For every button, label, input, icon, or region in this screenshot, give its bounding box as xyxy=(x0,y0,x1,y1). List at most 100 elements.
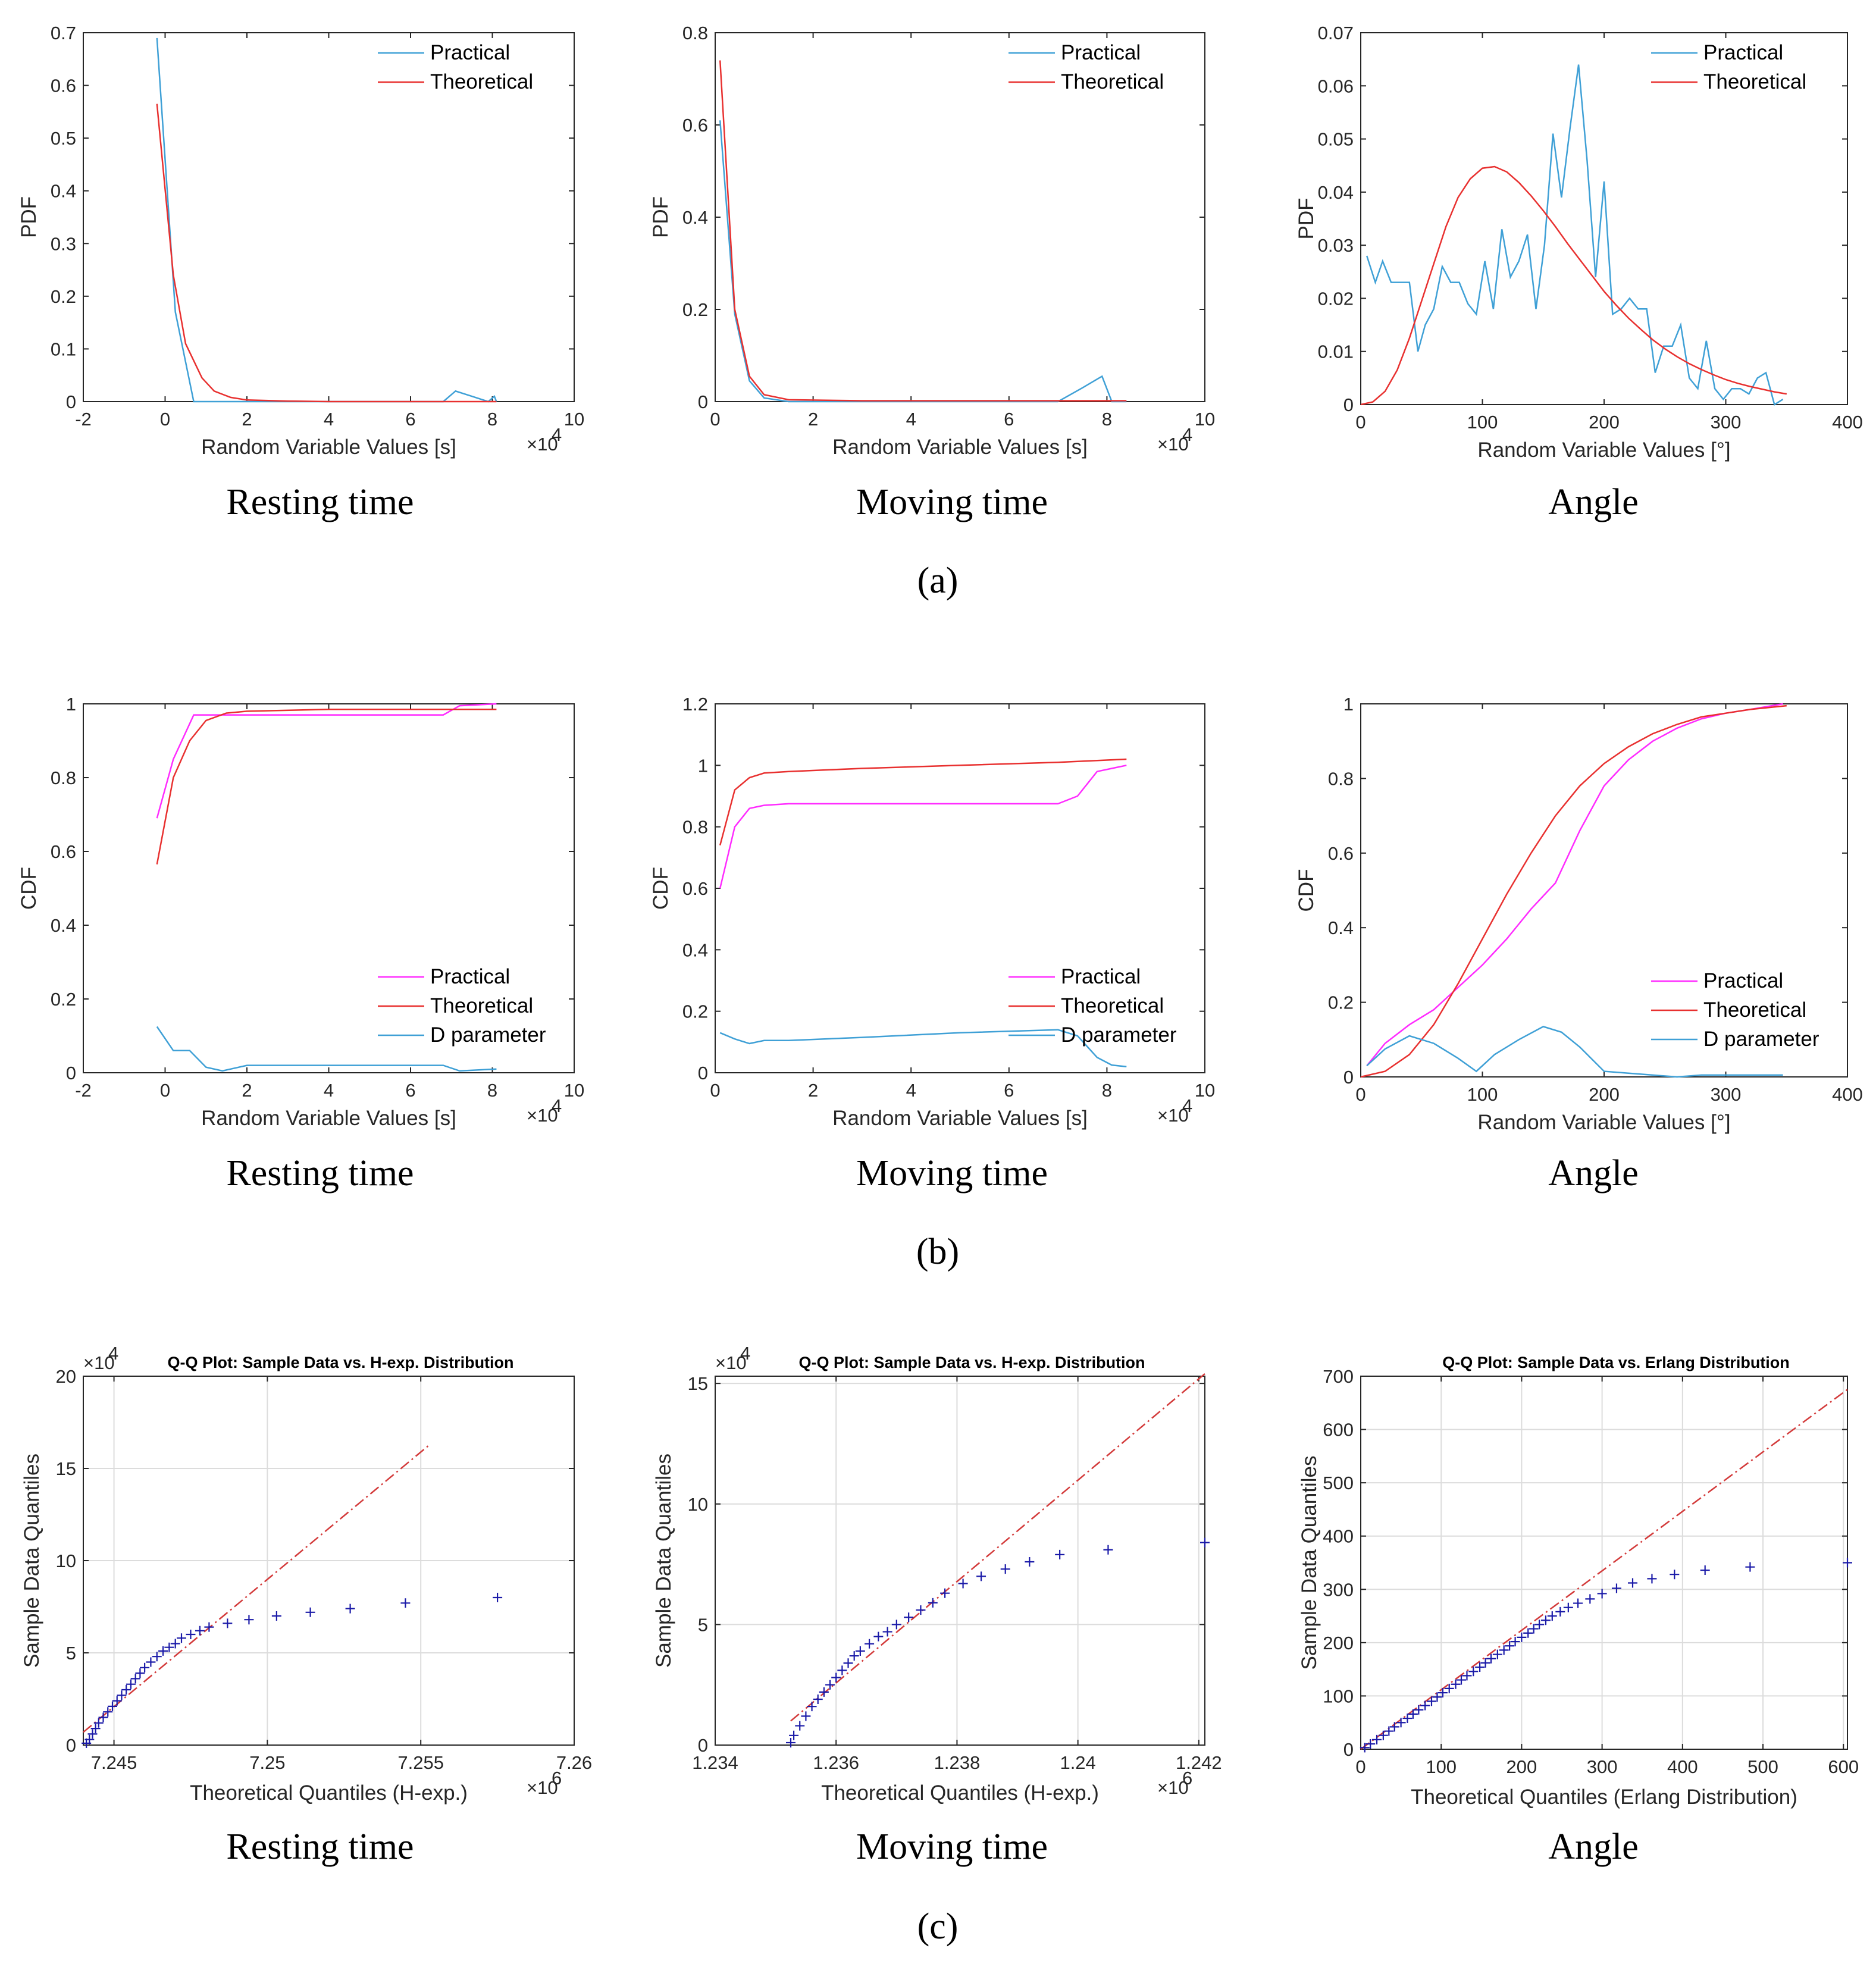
panel-letter-a: (a) xyxy=(917,560,959,601)
x-axis-label: Random Variable Values [°] xyxy=(1477,438,1730,462)
x-axis-exponent: 6 xyxy=(1182,1768,1192,1789)
qq-point xyxy=(345,1603,355,1614)
qq-point xyxy=(1432,1692,1442,1702)
legend-label-d-parameter: D parameter xyxy=(1703,1028,1819,1051)
qq-point xyxy=(1486,1653,1496,1664)
qq-point xyxy=(1396,1718,1406,1728)
x-tick-label: 0 xyxy=(1355,1084,1365,1105)
series-line-theoretical xyxy=(156,709,497,865)
caption-moving-c: Moving time xyxy=(856,1827,1048,1867)
x-axis-multiplier: ×10 xyxy=(1157,434,1189,455)
qq-point xyxy=(1523,1628,1533,1638)
qq-point xyxy=(1378,1730,1388,1740)
y-axis-label: CDF xyxy=(1295,869,1318,912)
y-tick-label: 0.4 xyxy=(682,207,708,228)
qq-point xyxy=(1563,1602,1573,1612)
qq-point xyxy=(140,1662,150,1672)
x-tick-label: 500 xyxy=(1747,1756,1778,1777)
qq-point xyxy=(1426,1696,1436,1706)
qq-point xyxy=(244,1615,254,1625)
legend-label-theoretical: Theoretical xyxy=(1703,70,1806,93)
qq-point xyxy=(1414,1705,1424,1715)
qq-point xyxy=(1437,1688,1448,1698)
y-tick-label: 0.01 xyxy=(1318,342,1354,362)
y-tick-label: 0.8 xyxy=(682,23,708,43)
qq-point xyxy=(87,1729,98,1739)
qq-point xyxy=(825,1680,835,1690)
y-tick-label: 0 xyxy=(66,1063,76,1083)
caption-resting-a: Resting time xyxy=(226,482,414,522)
plot-area xyxy=(715,704,1205,1073)
y-axis-label: PDF xyxy=(1295,198,1318,240)
qq-point xyxy=(177,1633,186,1643)
qq-point xyxy=(873,1631,884,1642)
y-tick-label: 5 xyxy=(698,1614,708,1635)
qq-point xyxy=(819,1687,829,1697)
y-tick-label: 700 xyxy=(1323,1366,1354,1387)
qq-point xyxy=(400,1598,411,1608)
y-tick-label: 0.3 xyxy=(51,233,76,254)
y-tick-label: 0 xyxy=(698,1063,708,1083)
legend-label-practical: Practical xyxy=(1061,41,1141,64)
y-axis-label: Sample Data Quantiles xyxy=(20,1454,43,1668)
qq-point xyxy=(837,1665,847,1675)
x-tick-label: 300 xyxy=(1711,1084,1742,1105)
chart-title: Q-Q Plot: Sample Data vs. H-exp. Distrib… xyxy=(798,1354,1145,1371)
x-tick-label: 10 xyxy=(1195,1080,1215,1101)
x-axis-label: Random Variable Values [s] xyxy=(201,1107,456,1130)
x-tick-label: 8 xyxy=(1102,1080,1112,1101)
qq-point xyxy=(1670,1570,1680,1580)
x-tick-label: 7.245 xyxy=(91,1752,137,1773)
qq-point xyxy=(1200,1537,1210,1548)
x-axis-exponent: 4 xyxy=(1182,424,1192,445)
qq-point xyxy=(976,1571,986,1581)
y-tick-label: 0.7 xyxy=(51,23,76,43)
qq-point xyxy=(1597,1589,1607,1599)
y-axis-label: PDF xyxy=(649,196,672,238)
y-tick-label: 0.4 xyxy=(682,939,708,960)
panel-letter-c: (c) xyxy=(917,1906,959,1947)
qq-point xyxy=(1505,1641,1515,1651)
x-tick-label: 300 xyxy=(1587,1756,1618,1777)
chart-qq-moving: 1.234 1.236 1.238 1.24 1.242051015×106×104Th… xyxy=(652,1343,1222,1805)
qq-point xyxy=(1585,1594,1595,1604)
y-tick-label: 0.04 xyxy=(1318,182,1354,203)
x-axis-multiplier: ×10 xyxy=(527,434,558,455)
y-tick-label: 0.4 xyxy=(51,181,76,202)
legend-label-d-parameter: D parameter xyxy=(430,1023,546,1047)
x-tick-label: 200 xyxy=(1589,412,1620,433)
qq-point xyxy=(795,1721,805,1731)
qq-point xyxy=(164,1642,174,1652)
caption-moving-b: Moving time xyxy=(856,1153,1048,1194)
qq-point xyxy=(1408,1709,1418,1719)
x-axis-label: Theoretical Quantiles (H-exp.) xyxy=(821,1781,1099,1805)
x-tick-label: 1.236 xyxy=(813,1752,859,1773)
x-tick-label: 200 xyxy=(1589,1084,1620,1105)
qq-point xyxy=(1517,1632,1527,1642)
qq-point xyxy=(1628,1578,1637,1588)
panel-a: -2 0 2 4 6 8 1000.10.20.30.40.50.60.7×104Rando… xyxy=(17,23,1863,601)
qq-point xyxy=(1540,1615,1551,1625)
x-tick-label: 1.234 xyxy=(692,1752,738,1773)
qq-point xyxy=(789,1730,799,1740)
qq-point xyxy=(135,1668,145,1678)
qq-point xyxy=(1365,1739,1376,1749)
plot-area xyxy=(83,704,574,1073)
qq-point xyxy=(1444,1683,1454,1693)
qq-point xyxy=(1480,1658,1490,1668)
qq-point xyxy=(786,1737,796,1747)
panel-c: 7.245 7.25 7.255 7.2605101520×106×104Theore… xyxy=(20,1343,1859,1947)
x-axis-multiplier: ×10 xyxy=(527,1105,558,1126)
x-tick-label: 4 xyxy=(324,1080,334,1101)
x-tick-label: 7.255 xyxy=(397,1752,444,1773)
plot-area xyxy=(83,33,574,402)
y-tick-label: 1 xyxy=(66,694,76,715)
x-tick-label: 6 xyxy=(405,409,415,430)
series-line-d-parameter xyxy=(719,1029,1127,1067)
qq-point xyxy=(1547,1611,1557,1621)
qq-point xyxy=(1492,1649,1502,1659)
y-tick-label: 0 xyxy=(66,1735,76,1756)
qq-point xyxy=(940,1588,950,1598)
series-line-practical xyxy=(1366,703,1783,1066)
qq-point xyxy=(107,1701,117,1711)
